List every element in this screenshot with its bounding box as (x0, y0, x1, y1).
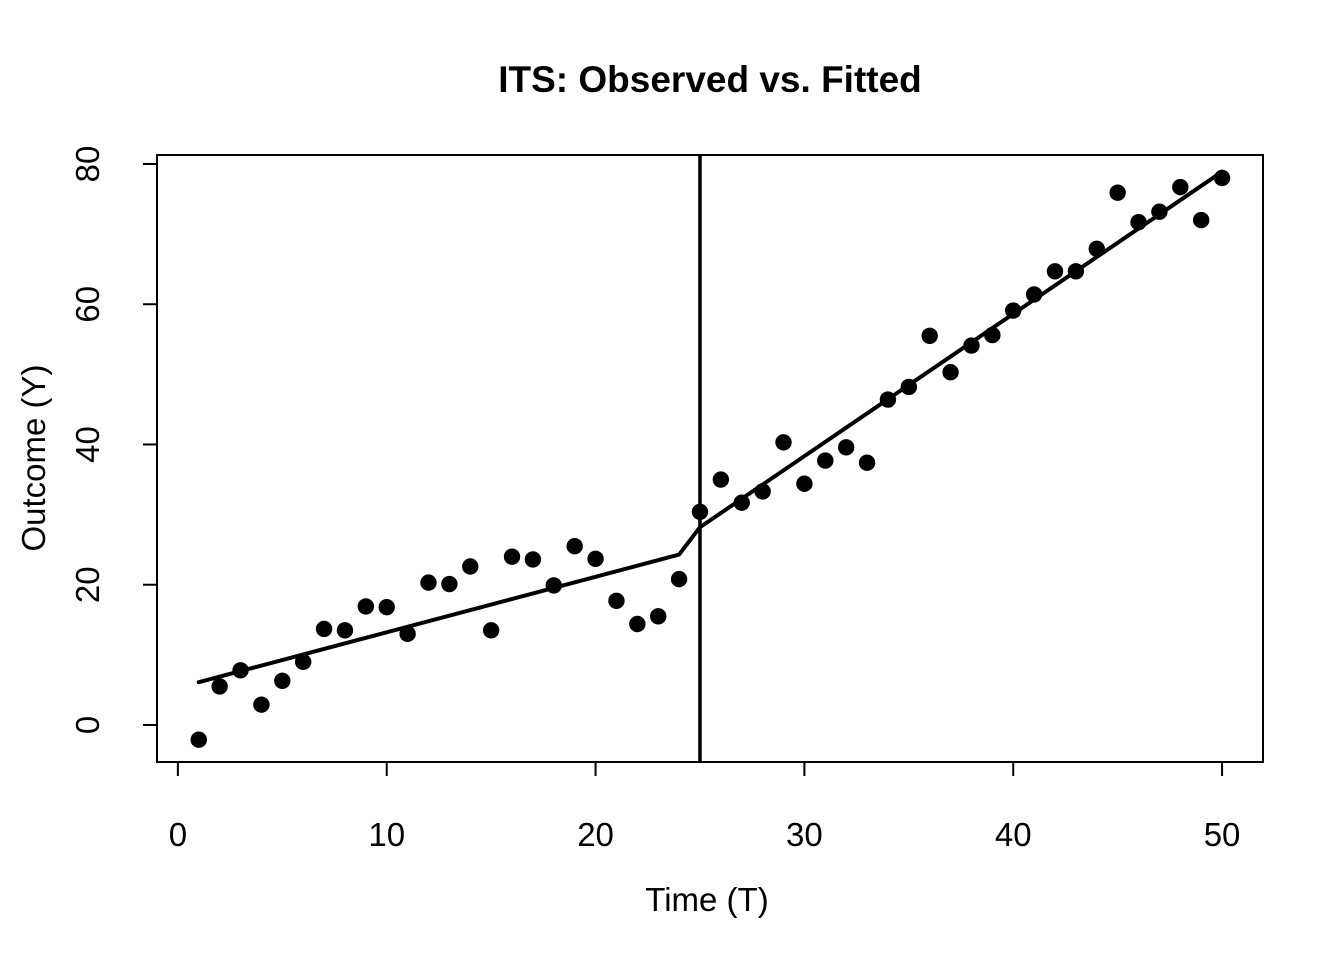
data-point (274, 672, 291, 689)
plot-box (156, 154, 1264, 763)
data-point (566, 537, 583, 555)
data-point (1192, 211, 1210, 229)
data-point (336, 622, 354, 639)
data-point (837, 439, 855, 456)
data-point (775, 434, 792, 451)
data-point (211, 678, 228, 695)
data-point (608, 592, 625, 610)
data-point (796, 475, 813, 492)
x-axis-tick-label: 50 (1204, 816, 1241, 853)
data-point (253, 696, 270, 713)
data-point (670, 570, 688, 588)
data-point (315, 620, 333, 638)
data-point (942, 364, 959, 381)
data-point (817, 452, 834, 469)
y-axis-tick-label: 40 (69, 426, 106, 463)
x-axis-title: Time (T) (645, 881, 768, 918)
data-point (587, 550, 604, 567)
data-point (503, 548, 521, 565)
data-point (733, 494, 750, 511)
data-point (524, 551, 542, 568)
data-point (1172, 178, 1189, 196)
y-axis-title: Outcome (Y) (15, 364, 52, 551)
data-point (629, 615, 646, 633)
data-point (441, 575, 458, 593)
data-point (294, 653, 312, 671)
x-axis-tick-label: 0 (169, 816, 187, 853)
y-axis-tick-label: 20 (69, 566, 106, 603)
fitted-line (196, 169, 1225, 685)
data-point (420, 574, 437, 591)
data-point (712, 471, 730, 488)
plot-content: 0 10 20 30 40 50 0 20 40 60 80 (69, 146, 1264, 853)
data-point (378, 598, 395, 616)
y-axis-tick-label: 60 (69, 286, 106, 323)
data-point (650, 608, 667, 625)
y-axis-tick-label: 0 (69, 716, 106, 734)
x-axis-tick-label: 30 (786, 816, 823, 853)
data-point (357, 598, 375, 615)
data-point (190, 731, 207, 748)
data-point (1109, 184, 1126, 201)
data-point (482, 622, 500, 639)
y-axis-tick-label: 80 (69, 146, 106, 183)
data-point (858, 454, 876, 471)
x-axis-tick-label: 10 (368, 816, 405, 853)
data-point (462, 558, 479, 575)
data-point (921, 327, 938, 344)
x-axis-tick-label: 40 (995, 816, 1032, 853)
chart-title: ITS: Observed vs. Fitted (498, 59, 922, 100)
data-point (1046, 263, 1064, 280)
x-axis-tick-label: 20 (577, 816, 614, 853)
